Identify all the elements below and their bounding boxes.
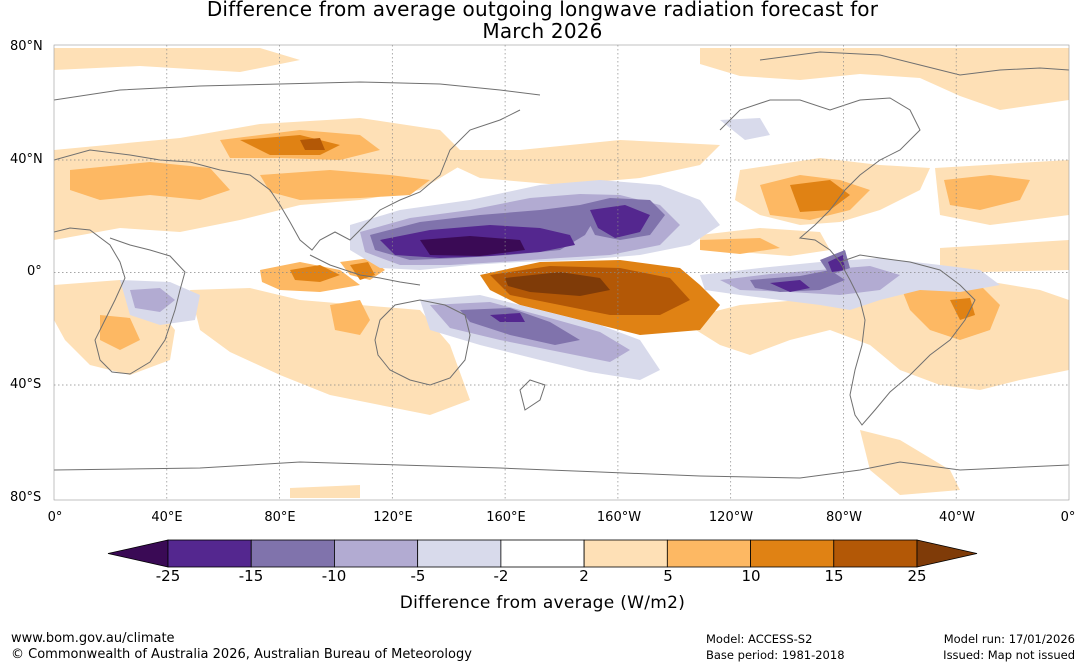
colorbar-tick-minus15: -15 <box>238 567 264 585</box>
colorbar-bin-7 <box>666 539 751 568</box>
map-title-line1: Difference from average outgoing longwav… <box>206 0 879 21</box>
coastlines <box>54 51 1069 479</box>
lon-label-160w: 160°W <box>596 510 642 525</box>
footer-issued: Issued: Map not issued <box>943 648 1075 662</box>
lon-label-0-right: 0° <box>1060 510 1076 525</box>
lon-label-80e: 80°E <box>264 510 296 525</box>
footer-base-period: Base period: 1981-2018 <box>706 648 845 662</box>
lat-label-40s: 40°S <box>10 377 42 392</box>
colorbar-label: Difference from average (W/m2) <box>399 593 686 613</box>
colorbar-tick-2: 2 <box>579 567 589 585</box>
colorbar-bin-3 <box>334 539 419 568</box>
lon-label-80w: 80°W <box>826 510 862 525</box>
graticule <box>54 45 1069 500</box>
lat-label-40n: 40°N <box>10 152 43 167</box>
colorbar-bin-8 <box>750 539 835 568</box>
colorbar-extend-high <box>916 539 978 568</box>
colorbar-bin-6 <box>583 539 668 568</box>
lon-label-40e: 40°E <box>151 510 183 525</box>
colorbar-tick-minus25: -25 <box>155 567 181 585</box>
lon-label-120w: 120°W <box>708 510 754 525</box>
footer-copyright: © Commonwealth of Australia 2026, Austra… <box>11 647 472 662</box>
colorbar-tick-minus5: -5 <box>410 567 426 585</box>
colorbar-tick-minus10: -10 <box>321 567 347 585</box>
colorbar-tick-25: 25 <box>907 567 927 585</box>
colorbar-extend-low <box>107 539 169 568</box>
colorbar-tick-minus2: -2 <box>493 567 509 585</box>
map-frame <box>53 44 1070 501</box>
colorbar-tick-5: 5 <box>663 567 673 585</box>
anomaly-5-to-10-regions <box>70 130 1030 350</box>
lon-label-160e: 160°E <box>486 510 526 525</box>
footer-website: www.bom.gov.au/climate <box>11 631 175 646</box>
lon-label-40w: 40°W <box>939 510 975 525</box>
lon-label-120e: 120°E <box>373 510 413 525</box>
colorbar-tick-15: 15 <box>824 567 844 585</box>
lat-label-80n: 80°N <box>10 39 43 54</box>
anomaly-below-minus25-regions <box>420 236 525 256</box>
lat-label-equator: 0° <box>27 264 42 279</box>
colorbar-bin-9 <box>833 539 918 568</box>
colorbar-bin-5 <box>500 539 585 568</box>
colorbar-bin-2 <box>250 539 335 568</box>
colorbar-bin-1 <box>167 539 252 568</box>
footer-model-run: Model run: 17/01/2026 <box>943 632 1075 646</box>
anomaly-above-25-regions <box>505 272 610 296</box>
colorbar-bin-4 <box>417 539 502 568</box>
map-title-line2: March 2026 <box>482 19 603 43</box>
lon-label-0-left: 0° <box>47 510 63 525</box>
footer-model: Model: ACCESS-S2 <box>706 632 813 646</box>
colorbar-tick-10: 10 <box>741 567 761 585</box>
lat-label-80s: 80°S <box>10 490 42 505</box>
anomaly-layer <box>54 45 1069 500</box>
